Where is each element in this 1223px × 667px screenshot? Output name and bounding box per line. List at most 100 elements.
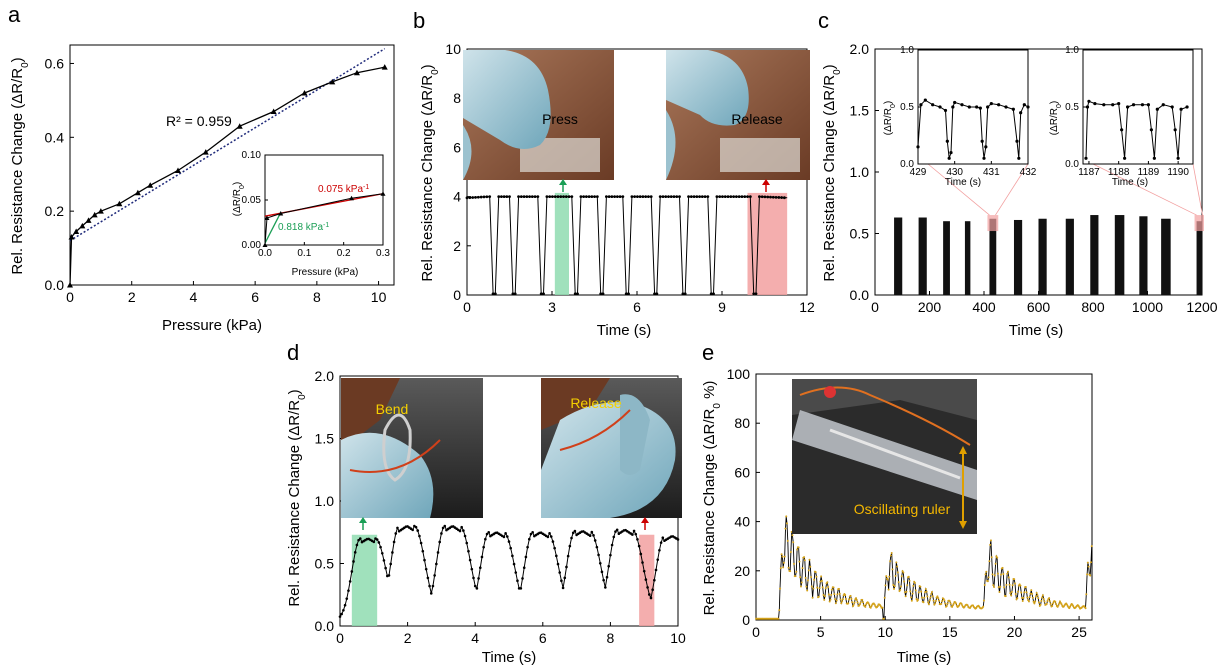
chart-d-series-line [339, 525, 679, 617]
chart-d-point [595, 545, 599, 549]
chart-d-point [443, 524, 447, 528]
chart-c-inset-1-point [1179, 107, 1183, 111]
chart-e-point [889, 554, 892, 557]
chart-c-inset-1-point [1085, 105, 1090, 109]
chart-e-point [827, 593, 830, 596]
chart-e-point [928, 599, 931, 602]
chart-d-point [656, 558, 660, 561]
chart-e-point [808, 558, 811, 561]
chart-e-point [923, 596, 926, 599]
chart-d-point [612, 535, 616, 539]
finger-press-photo-icon: Press [463, 50, 614, 180]
chart-e-point [985, 570, 988, 573]
chart-e-point [1029, 592, 1032, 595]
chart-b-point [590, 195, 594, 199]
chart-a-inset-point [264, 215, 270, 220]
chart-e-point [879, 605, 882, 608]
chart-e-point [1089, 574, 1092, 577]
chart-a-point [85, 217, 92, 223]
chart-d-point [600, 570, 604, 574]
chart-d-point [524, 555, 528, 559]
chart-e-point [1011, 584, 1014, 587]
chart-e-point [844, 593, 847, 596]
chart-e-point [888, 575, 891, 578]
chart-d-point [568, 544, 572, 548]
chart-e-point [812, 587, 815, 590]
chart-e-point [897, 581, 900, 584]
chart-b-point [536, 195, 540, 199]
chart-e-point [1090, 545, 1093, 548]
chart-e-point [1033, 602, 1036, 605]
chart-b-highlight [554, 192, 569, 295]
chart-b-point [493, 292, 497, 296]
chart-d-point [634, 532, 638, 536]
chart-c-inset-1-point [1170, 105, 1174, 109]
chart-d-point [561, 586, 565, 590]
chart-e-point [814, 571, 817, 574]
chart-d-point [414, 525, 418, 529]
chart-d-point [342, 608, 345, 612]
chart-b-xtick-label: 9 [718, 299, 726, 315]
chart-e-ylabel: Rel. Resistance Change (ΔR/R0 %) [701, 381, 723, 616]
chart-b-point [732, 195, 736, 199]
chart-e-point [895, 561, 898, 564]
chart-e-point [932, 599, 935, 602]
chart-c: 0 200 400 600 800 1000 1200 0.0 0.5 1.0 1.5 2.0 429… [821, 41, 1218, 339]
chart-b-point [729, 195, 733, 199]
chart-e-point [805, 585, 808, 588]
chart-d-point [565, 565, 568, 569]
chart-b-point [595, 195, 599, 199]
chart-c-burst [1038, 218, 1047, 295]
chart-e-point [887, 588, 890, 591]
chart-d-point [462, 529, 465, 532]
chart-d-ytick-label: 1.5 [315, 431, 335, 447]
chart-b-point [703, 195, 707, 199]
chart-b-point [683, 292, 687, 296]
chart-d-point [644, 578, 648, 581]
chart-e-point [1022, 596, 1025, 599]
chart-d-point [380, 551, 384, 555]
chart-e-point [848, 598, 851, 601]
chart-a-point [116, 200, 123, 207]
chart-c-burst [1065, 218, 1074, 295]
chart-e-point [893, 585, 896, 588]
chart-b-point [763, 195, 767, 199]
chart-e-point [994, 562, 997, 565]
chart-c-ytick-label: 2.0 [850, 41, 870, 57]
chart-d: 0 2 4 6 8 10 0.0 0.5 1.0 1.5 2.0 Time (s) Rel. Res… [286, 368, 686, 666]
chart-e-point [1034, 600, 1037, 603]
chart-e-point [869, 606, 872, 609]
chart-d-point [340, 612, 343, 616]
chart-b-point [511, 292, 515, 296]
chart-a-fit-line [69, 48, 386, 242]
chart-e-xtick-label: 25 [1071, 624, 1087, 640]
chart-e-point [989, 543, 992, 546]
chart-e-point [853, 601, 856, 604]
chart-d-point [526, 545, 529, 549]
chart-b-point [740, 195, 744, 199]
chart-d-point [605, 575, 609, 579]
chart-c-inset-0-point [982, 156, 986, 160]
chart-b-point [556, 195, 560, 199]
chart-e-point [937, 597, 940, 600]
chart-d-point [465, 541, 469, 545]
chart-d-point [391, 551, 394, 554]
chart-e-point [951, 604, 954, 607]
chart-d-point [389, 562, 393, 566]
finger-bend-photo-icon: Bend [341, 378, 483, 518]
chart-e-point [789, 550, 792, 553]
chart-e-point [949, 602, 952, 605]
chart-e-point [998, 591, 1001, 594]
chart-a-inset-point [349, 195, 355, 201]
chart-e-point [982, 605, 985, 608]
chart-a-inset-ylabel: (ΔR/R0) [232, 182, 246, 216]
chart-a-point [67, 282, 73, 288]
chart-c-xtick-label: 1200 [1186, 299, 1217, 315]
chart-d-point [468, 558, 472, 562]
chart-e-point [820, 579, 823, 582]
chart-d-point [416, 529, 420, 532]
chart-e-point [800, 581, 803, 584]
chart-b-point [678, 195, 681, 199]
chart-b-point [709, 292, 713, 296]
